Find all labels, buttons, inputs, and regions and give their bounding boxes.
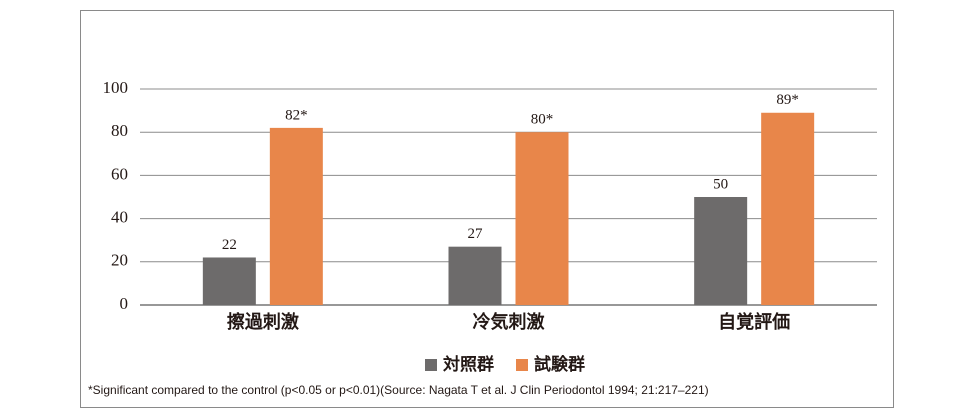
x-tick-label: 擦過刺激 (227, 311, 299, 332)
bar (202, 257, 256, 305)
y-tick-label: 0 (120, 294, 129, 313)
value-label: 27 (468, 226, 484, 242)
bar (515, 132, 569, 305)
bar (269, 127, 323, 305)
value-label: 80* (531, 112, 554, 128)
value-label: 89* (776, 92, 799, 108)
y-tick-label: 60 (111, 164, 128, 183)
chart-border (80, 10, 894, 408)
bar (448, 246, 502, 305)
y-tick-label: 40 (111, 208, 128, 227)
value-label: 50 (713, 176, 728, 192)
legend-label: 対照群 (442, 354, 494, 374)
x-tick-label: 冷気刺激 (473, 311, 545, 332)
bar (761, 112, 815, 305)
footnote: *Significant compared to the control (p<… (88, 383, 709, 397)
x-tick-label: 自覚評価 (718, 311, 790, 332)
legend-swatch (516, 359, 528, 371)
y-tick-label: 100 (103, 78, 129, 97)
legend-label: 試験群 (534, 354, 585, 374)
y-tick-label: 80 (111, 121, 128, 140)
legend-swatch (425, 359, 437, 371)
y-tick-label: 20 (111, 251, 128, 270)
value-label: 22 (222, 237, 237, 253)
value-label: 82* (285, 107, 308, 123)
bar (694, 197, 748, 305)
